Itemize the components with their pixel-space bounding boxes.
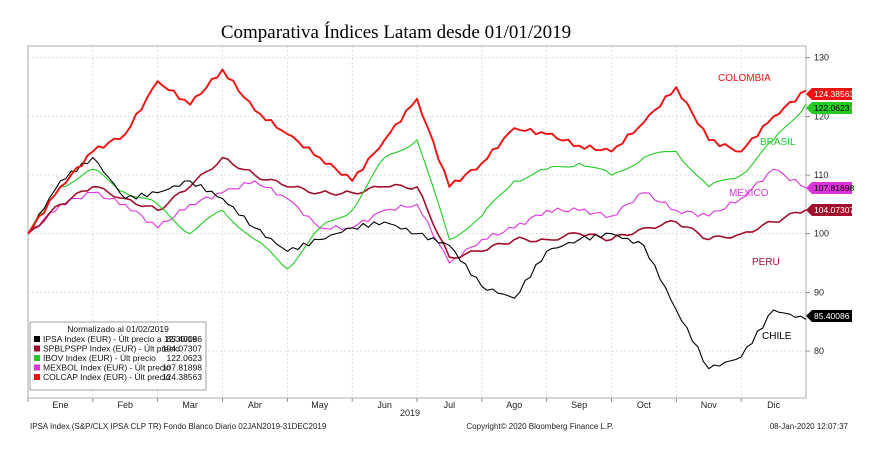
last-value-badges: 85.40086 104.07307 122.0623 107.81898 124.38… [806,88,854,322]
badge-brasil: 122.0623 [806,102,852,114]
legend-swatch [34,336,40,342]
series-line-colombia [27,68,807,235]
legend-swatch [34,374,40,380]
x-tick-label: Mar [182,400,198,410]
x-tick-label: Abr [248,400,262,410]
badge-value: 122.0623 [814,103,850,113]
x-tick-label: Nov [701,400,718,410]
x-tick-label: Ene [52,400,68,410]
y-tick-label: 100 [814,229,829,239]
badge-value: 124.38563 [814,89,854,99]
badge-shape [806,204,852,216]
series-line-brasil [27,104,807,270]
badge-value: 104.07307 [814,205,854,215]
badge-shape [806,182,852,194]
legend-item-value: 122.0623 [167,353,203,363]
badge-value: 85.40086 [814,311,850,321]
series-line-peru [27,156,807,259]
badge-chile: 85.40086 [806,310,852,322]
x-axis-ticks: Ene Feb Mar Abr May Jun Jul Ago Sep Oct Nov Dic [27,398,781,410]
annotation-chile: CHILE [762,331,792,342]
footer-timestamp: 08-Jan-2020 12:07:37 [770,422,849,431]
x-tick-label: Jul [444,400,456,410]
annotation-mexico: MEXICO [729,188,769,199]
legend-swatch [34,355,40,361]
badge-shape [806,310,852,322]
legend-item-name: IPSA Index (EUR) - Últ precio a 12/30/19 [43,334,197,344]
series-lines [27,68,807,370]
badge-shape [806,102,852,114]
chart-title: Comparativa Índices Latam desde 01/01/20… [221,21,571,43]
y-tick-label: 110 [814,170,828,180]
y-axis-ticks: 80 90 100 110 120 130 [806,53,829,356]
legend-swatch [34,345,40,352]
x-tick-label: May [311,400,329,410]
x-tick-label: Sep [571,400,587,410]
series-line-chile [27,156,807,370]
legend-swatch [34,364,40,371]
legend-item-value: 107.81898 [162,363,202,373]
series-line-mexico [27,168,807,264]
y-tick-label: 120 [814,111,829,121]
legend-item-name: COLCAP Index (EUR) - Últ precio [43,372,171,382]
legend-item-value: 104.07307 [162,344,202,354]
x-tick-label: Ago [506,400,522,410]
badge-colombia: 124.38563 [806,88,854,100]
legend-item-name: IBOV Index (EUR) - Últ precio [43,353,156,363]
x-tick-label: Dic [767,400,780,410]
footer-copyright: Copyright© 2020 Bloomberg Finance L.P. [466,422,613,431]
badge-value: 107.81898 [814,183,854,193]
legend-item-value: 124.38563 [162,372,202,382]
annotation-peru: PERU [752,257,780,268]
annotation-colombia: COLOMBIA [718,73,771,84]
y-tick-label: 80 [814,346,824,356]
legend-item-value: 85.40086 [167,334,203,344]
legend-title: Normalizado al 01/02/2019 [67,324,169,334]
annotation-brasil: BRASIL [760,137,796,148]
footer-left: IPSA Index (S&P/CLX IPSA CLP TR) Fondo B… [30,422,327,431]
y-tick-label: 130 [814,53,829,63]
badge-shape [806,88,852,100]
x-axis-year-label: 2019 [400,408,420,418]
legend: Normalizado al 01/02/2019 IPSA Index (EU… [29,321,207,391]
badge-mexico: 107.81898 [806,182,854,194]
legend-items: IPSA Index (EUR) - Últ precio a 12/30/19… [34,334,202,382]
y-tick-label: 90 [814,287,824,297]
legend-item-name: SPBLPSPP Index (EUR) - Últ precio [43,344,180,354]
series-annotations: CHILE PERU BRASIL MEXICO COLOMBIA [718,73,796,342]
badge-peru: 104.07307 [806,204,854,216]
x-tick-label: Oct [637,400,652,410]
legend-item-name: MEXBOL Index (EUR) - Últ precio [43,363,171,373]
x-tick-label: Jun [377,400,392,410]
legend-box [29,321,207,391]
x-tick-label: Feb [117,400,133,410]
